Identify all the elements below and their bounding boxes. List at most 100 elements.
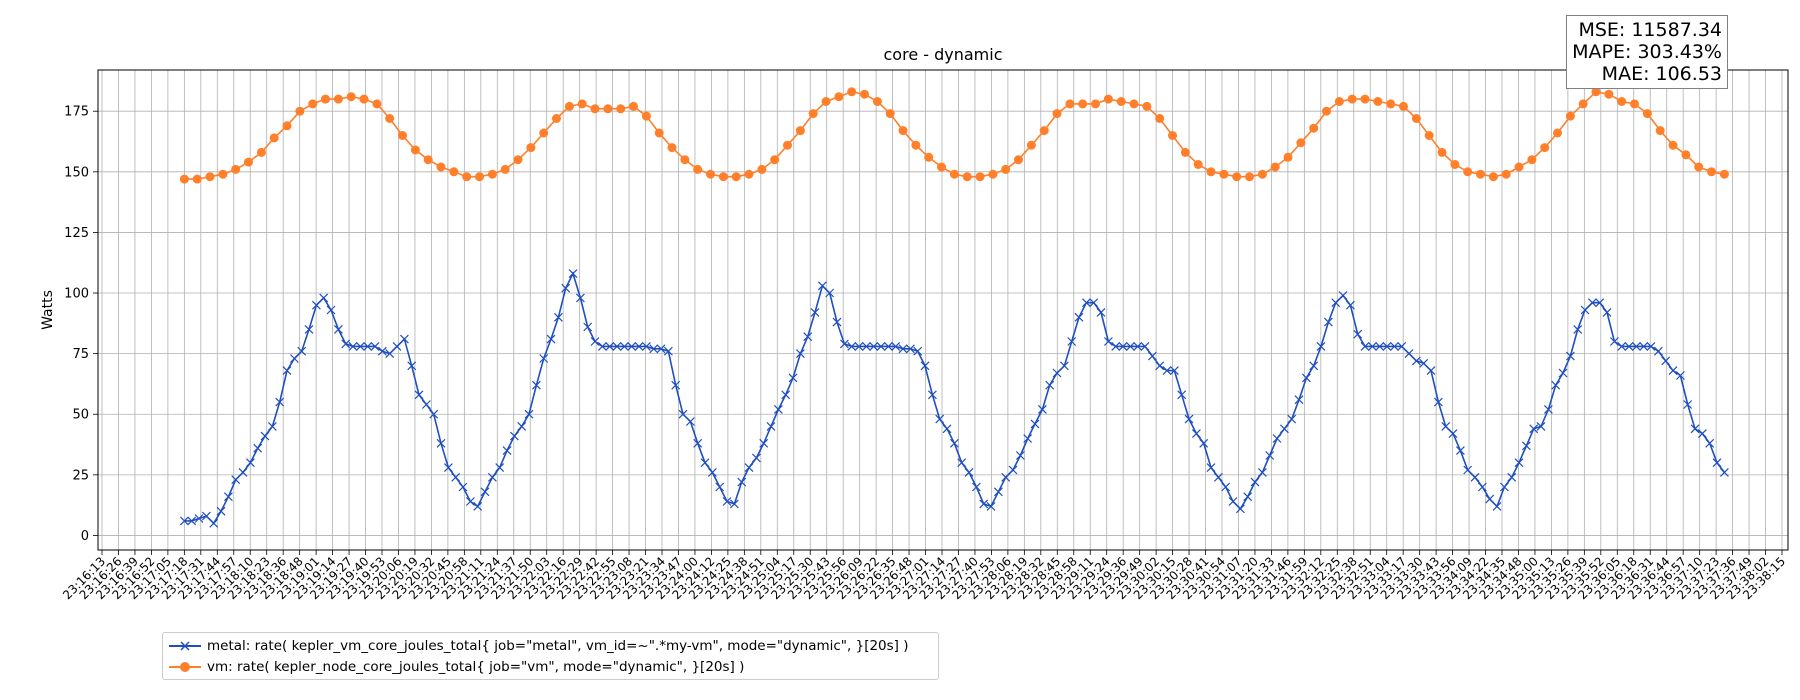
data-point xyxy=(1103,94,1113,104)
data-point xyxy=(1133,341,1143,351)
data-point xyxy=(979,499,989,509)
series-1 xyxy=(179,87,1729,184)
data-point xyxy=(1111,341,1121,351)
legend-entry-metal: metal: rate( kepler_vm_core_joules_total… xyxy=(169,636,909,656)
data-point xyxy=(707,467,717,477)
data-point xyxy=(429,409,439,419)
data-point xyxy=(553,312,563,322)
y-tick-label: 125 xyxy=(64,226,89,241)
data-point xyxy=(872,97,882,106)
data-point xyxy=(513,155,523,165)
data-point xyxy=(223,492,233,502)
data-point xyxy=(1527,155,1537,165)
data-point xyxy=(1199,438,1209,448)
data-point xyxy=(1257,169,1267,179)
data-point xyxy=(1536,421,1546,431)
data-point xyxy=(509,431,519,441)
data-point xyxy=(913,346,923,356)
data-point xyxy=(649,344,659,354)
data-point xyxy=(1448,429,1458,439)
data-point xyxy=(1169,366,1179,376)
data-point xyxy=(465,497,475,506)
data-point xyxy=(1250,477,1260,487)
data-point xyxy=(1411,356,1421,366)
data-point xyxy=(1091,99,1100,109)
data-point xyxy=(1116,97,1126,106)
data-point xyxy=(1001,164,1011,174)
data-point xyxy=(1426,366,1436,376)
data-point xyxy=(552,114,561,123)
data-point xyxy=(744,463,754,473)
data-point xyxy=(1270,162,1280,172)
data-point xyxy=(993,487,1003,497)
data-point xyxy=(1373,97,1383,106)
data-point xyxy=(612,341,622,351)
data-point xyxy=(1485,494,1495,504)
x-axis-ticks: 23:16:1323:16:2623:16:3923:16:5223:17:05… xyxy=(60,550,1788,602)
data-point xyxy=(1419,358,1429,368)
data-point xyxy=(1529,424,1539,434)
data-point xyxy=(231,164,241,174)
data-point xyxy=(770,155,780,165)
data-point xyxy=(269,133,279,143)
data-point xyxy=(1661,356,1671,366)
data-point xyxy=(1705,438,1715,448)
data-point xyxy=(1389,341,1399,351)
data-point xyxy=(1386,99,1396,109)
data-point xyxy=(321,94,330,104)
data-point xyxy=(924,152,934,162)
data-point xyxy=(1580,305,1590,315)
data-point xyxy=(308,99,318,109)
legend-entry-vm: vm: rate( kepler_node_core_joules_total{… xyxy=(169,657,744,677)
data-point xyxy=(244,157,253,167)
data-point xyxy=(443,463,453,473)
data-point xyxy=(1232,172,1242,182)
data-point xyxy=(1353,329,1363,339)
data-point xyxy=(808,109,818,119)
data-point xyxy=(1470,472,1480,482)
data-point xyxy=(480,487,490,497)
legend-swatch-metal xyxy=(169,641,201,651)
data-point xyxy=(1424,131,1434,140)
data-point xyxy=(194,514,204,523)
data-point xyxy=(1177,390,1187,400)
data-point xyxy=(869,341,879,351)
data-point xyxy=(905,344,915,354)
data-point xyxy=(1125,341,1135,351)
data-point xyxy=(942,424,952,434)
y-axis-label: Watts xyxy=(40,290,56,330)
data-point xyxy=(1228,497,1238,506)
data-point xyxy=(962,172,972,182)
data-point xyxy=(1591,87,1601,97)
data-point xyxy=(1206,167,1216,177)
data-point xyxy=(641,341,651,351)
data-point xyxy=(1631,341,1641,351)
data-point xyxy=(1037,404,1047,414)
data-point xyxy=(1397,341,1407,351)
data-point xyxy=(1023,434,1033,443)
data-point xyxy=(898,344,908,354)
data-point xyxy=(385,114,395,123)
data-point xyxy=(487,472,497,482)
data-point xyxy=(1015,451,1025,460)
data-point xyxy=(1191,429,1201,439)
data-point xyxy=(1323,317,1333,327)
data-point xyxy=(1441,421,1451,431)
data-point xyxy=(1437,147,1447,157)
data-point xyxy=(1052,109,1062,119)
data-point xyxy=(656,344,666,354)
data-point xyxy=(205,172,215,182)
legend-label-metal: metal: rate( kepler_vm_core_joules_total… xyxy=(207,638,909,654)
data-point xyxy=(1180,147,1190,157)
data-point xyxy=(1265,451,1275,460)
data-point xyxy=(1499,482,1509,492)
data-point xyxy=(1162,366,1172,376)
data-point xyxy=(311,300,321,310)
data-point xyxy=(1668,366,1678,376)
data-point xyxy=(1712,458,1722,468)
data-point xyxy=(1683,400,1693,409)
data-point xyxy=(1345,300,1355,310)
data-point xyxy=(949,438,959,448)
data-point xyxy=(487,169,497,179)
data-point xyxy=(531,380,541,390)
